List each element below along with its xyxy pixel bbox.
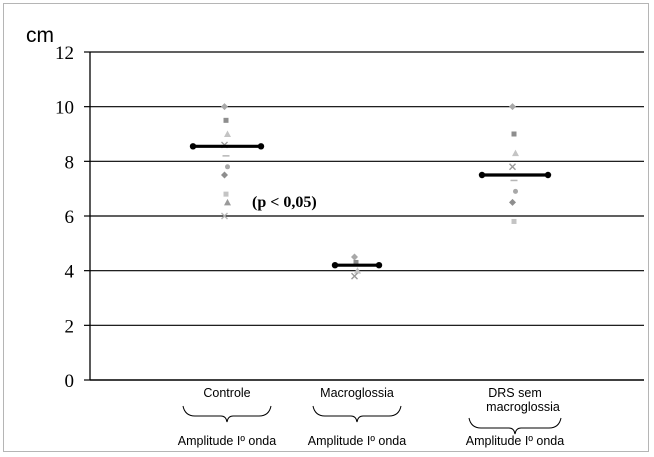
category-sub-label-2: Amplitude Iº onda	[466, 434, 564, 448]
data-point-2-3	[509, 163, 516, 171]
data-point-2-7	[511, 218, 517, 224]
data-point-2-6	[509, 198, 516, 206]
data-point-0-5	[225, 164, 230, 170]
category-label-0: Controle	[203, 386, 250, 400]
category-sub-label-0: Amplitude Iº onda	[178, 434, 276, 448]
data-point-0-1	[223, 117, 229, 123]
mean-bar-1-left-cap	[331, 262, 339, 269]
data-point-1-0	[351, 253, 358, 261]
data-point-2-5	[513, 188, 518, 194]
y-tick-label-0: 0	[65, 371, 75, 392]
data-point-0-7	[223, 191, 229, 197]
chart-frame: cm 0 2 4 6 8 10 12 Controle Amplitude Iº onda Ma…	[3, 3, 649, 452]
data-point-1-3	[351, 272, 358, 280]
means-layer	[189, 143, 552, 269]
data-point-0-2	[224, 130, 231, 137]
data-point-2-0	[509, 103, 516, 111]
data-point-1-1	[353, 259, 359, 265]
mean-bar-0-left-cap	[189, 143, 197, 150]
category-label-2-line-0: DRS sem	[488, 386, 541, 400]
category-label-1: Macroglossia	[320, 386, 394, 400]
data-point-2-1	[511, 131, 517, 137]
p-value-annotation: (p < 0,05)	[252, 194, 317, 211]
points-layer	[221, 103, 519, 280]
grid-layer: 0 2 4 6 8 10 12	[55, 43, 644, 392]
data-point-0-0	[221, 103, 228, 111]
y-tick-label-6: 12	[55, 43, 74, 64]
data-point-1-2	[354, 267, 361, 274]
data-point-0-8	[224, 198, 231, 206]
mean-bar-0-right-cap	[257, 143, 265, 150]
category-sub-label-1: Amplitude Iº onda	[308, 434, 406, 448]
y-tick-label-5: 10	[55, 98, 74, 119]
mean-bar-1-right-cap	[375, 262, 383, 269]
data-point-0-9	[221, 212, 228, 220]
category-label-2-line-1: macroglossia	[486, 400, 560, 414]
labels-layer: Controle Amplitude Iº onda Macroglossia Amp…	[178, 386, 564, 448]
scatter-chart: cm 0 2 4 6 8 10 12 Controle Amplitude Iº onda Ma…	[26, 24, 644, 448]
group-brace-0	[182, 405, 272, 423]
group-brace-1	[312, 405, 402, 423]
y-tick-label-2: 4	[65, 262, 75, 283]
y-tick-label-1: 2	[65, 316, 75, 337]
unit-label: cm	[26, 24, 54, 47]
group-brace-2	[468, 417, 562, 435]
mean-bar-2-left-cap	[478, 171, 486, 179]
data-point-0-6	[221, 171, 228, 179]
mean-bar-2-right-cap	[544, 171, 552, 179]
y-tick-label-4: 8	[65, 152, 75, 173]
data-point-2-2	[512, 149, 519, 157]
y-tick-label-3: 6	[65, 207, 75, 228]
